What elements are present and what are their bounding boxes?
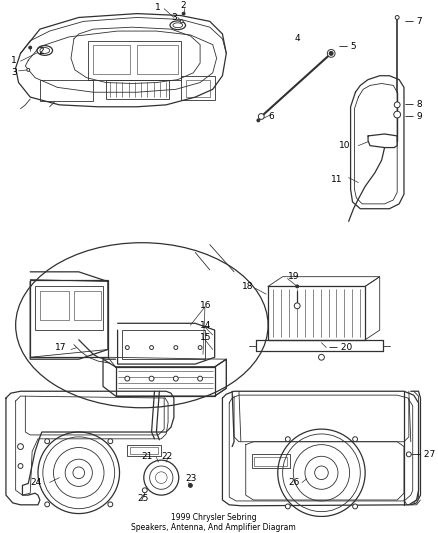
Bar — [30, 280, 108, 357]
Circle shape — [258, 114, 264, 119]
Text: 3: 3 — [11, 68, 17, 77]
Circle shape — [125, 345, 129, 350]
Bar — [254, 457, 287, 466]
Bar — [181, 76, 215, 100]
Bar — [40, 291, 69, 320]
Circle shape — [286, 437, 290, 441]
Text: 19: 19 — [287, 272, 299, 281]
Text: 1: 1 — [11, 55, 17, 64]
Text: 21: 21 — [142, 452, 153, 461]
Circle shape — [45, 439, 49, 443]
Bar — [251, 454, 290, 468]
Text: 22: 22 — [161, 452, 173, 461]
Text: — 5: — 5 — [339, 42, 357, 51]
Text: 3: 3 — [171, 13, 177, 22]
Circle shape — [150, 345, 153, 350]
Circle shape — [296, 285, 299, 288]
Text: 2: 2 — [38, 47, 44, 56]
Circle shape — [198, 376, 202, 381]
Text: 24: 24 — [30, 478, 42, 487]
Text: 1999 Chrysler Sebring
Speakers, Antenna, And Amplifier Diagram: 1999 Chrysler Sebring Speakers, Antenna,… — [131, 513, 296, 532]
Bar — [123, 330, 205, 359]
Bar — [116, 367, 215, 396]
Circle shape — [18, 464, 23, 469]
Circle shape — [395, 15, 399, 19]
Text: — 27: — 27 — [412, 450, 435, 459]
Circle shape — [353, 504, 357, 509]
Bar — [35, 286, 103, 330]
Circle shape — [286, 504, 290, 509]
Circle shape — [318, 354, 325, 360]
Circle shape — [18, 443, 23, 449]
Bar — [40, 79, 93, 101]
Text: 26: 26 — [289, 478, 300, 487]
Text: 25: 25 — [137, 494, 148, 503]
Text: 17: 17 — [54, 343, 66, 352]
Circle shape — [353, 437, 357, 441]
Circle shape — [125, 376, 130, 381]
Text: 16: 16 — [200, 301, 212, 310]
Text: 18: 18 — [242, 282, 253, 291]
Circle shape — [149, 376, 154, 381]
Text: — 9: — 9 — [405, 112, 423, 121]
Circle shape — [180, 20, 183, 23]
Circle shape — [182, 12, 185, 15]
Text: — 20: — 20 — [329, 343, 353, 352]
Bar — [186, 79, 210, 97]
Text: 14: 14 — [200, 321, 212, 330]
Circle shape — [173, 376, 178, 381]
Text: 2: 2 — [181, 1, 186, 10]
Bar — [74, 291, 101, 320]
Circle shape — [142, 488, 147, 492]
Bar — [88, 41, 181, 79]
Bar — [93, 45, 130, 74]
Circle shape — [198, 345, 202, 350]
Circle shape — [45, 502, 49, 507]
Circle shape — [108, 439, 113, 443]
Circle shape — [329, 52, 333, 55]
Circle shape — [394, 102, 400, 108]
Bar — [127, 445, 161, 456]
Bar — [130, 447, 159, 454]
Circle shape — [27, 68, 30, 71]
Text: 10: 10 — [339, 141, 350, 150]
Text: 4: 4 — [294, 34, 300, 43]
Circle shape — [188, 483, 192, 487]
Circle shape — [108, 502, 113, 507]
Circle shape — [29, 46, 32, 49]
Circle shape — [327, 50, 335, 57]
Circle shape — [294, 303, 300, 309]
Text: 23: 23 — [186, 474, 197, 483]
Text: 6: 6 — [268, 112, 274, 121]
Text: 1: 1 — [155, 3, 160, 12]
Text: — 7: — 7 — [405, 17, 423, 26]
Circle shape — [394, 111, 401, 118]
Circle shape — [174, 345, 178, 350]
Circle shape — [257, 119, 260, 122]
Bar — [137, 45, 178, 74]
Text: 15: 15 — [200, 333, 212, 342]
Bar — [268, 286, 365, 340]
Circle shape — [406, 452, 411, 457]
Bar — [106, 79, 169, 99]
Text: 11: 11 — [331, 175, 343, 184]
Text: — 8: — 8 — [405, 100, 423, 109]
